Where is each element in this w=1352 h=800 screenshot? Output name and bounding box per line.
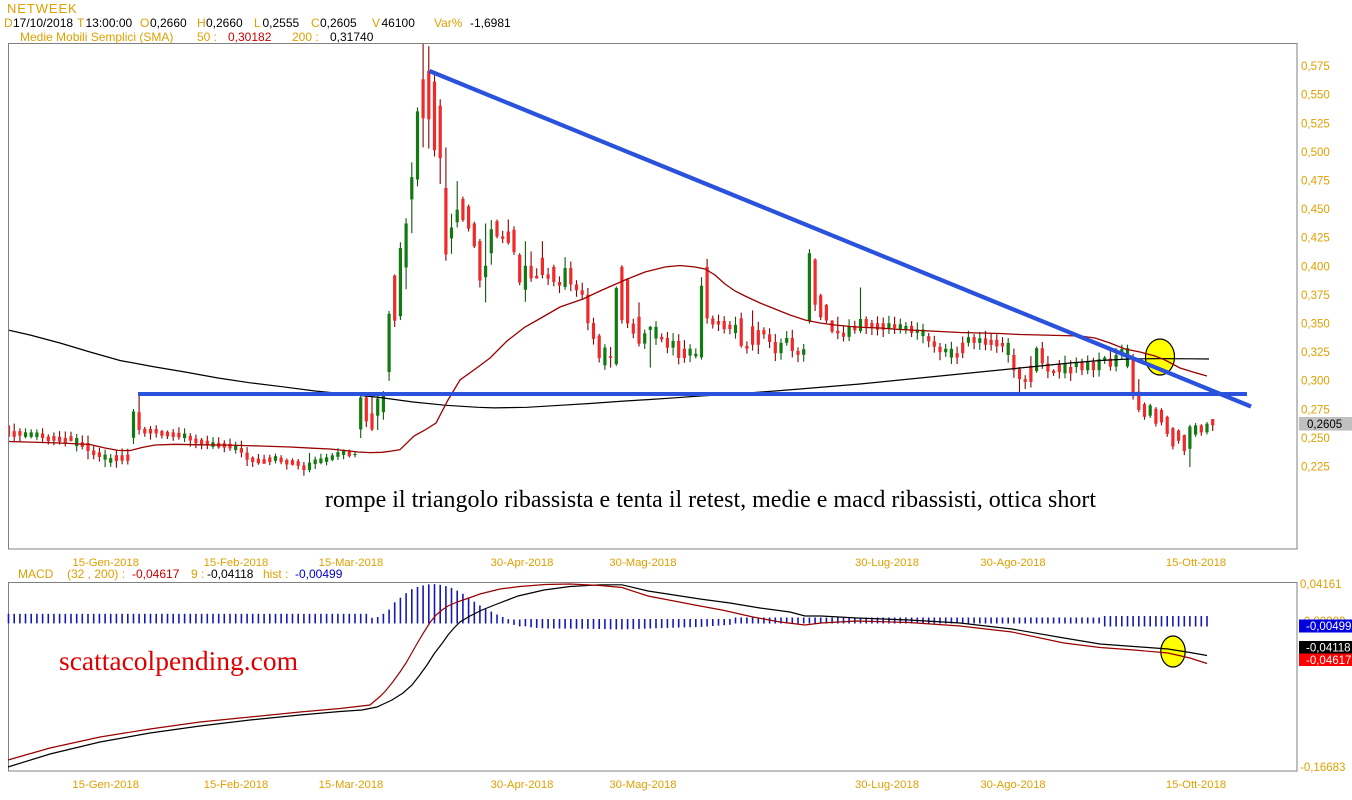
svg-text:0,275: 0,275 <box>1301 404 1330 416</box>
svg-text:46100: 46100 <box>382 16 416 30</box>
svg-text:0,350: 0,350 <box>1301 319 1330 331</box>
svg-text:13:00:00: 13:00:00 <box>86 16 133 30</box>
svg-text:H: H <box>197 16 206 30</box>
svg-text:0,250: 0,250 <box>1301 433 1330 445</box>
svg-text:-0,04118: -0,04118 <box>1306 643 1351 655</box>
svg-text:15-Ott-2018: 15-Ott-2018 <box>1166 557 1226 569</box>
svg-text:0,04161: 0,04161 <box>1300 579 1342 591</box>
svg-text:NETWEEK: NETWEEK <box>7 1 78 16</box>
svg-text:17/10/2018: 17/10/2018 <box>13 16 73 30</box>
svg-text:D: D <box>4 16 13 30</box>
svg-text:-0,04617: -0,04617 <box>132 567 180 581</box>
svg-text:9 :: 9 : <box>191 567 204 581</box>
svg-text:0,500: 0,500 <box>1301 147 1330 159</box>
svg-text:0,525: 0,525 <box>1301 118 1330 130</box>
svg-text:-0,04118: -0,04118 <box>207 567 254 581</box>
svg-text:50 :: 50 : <box>197 30 217 44</box>
svg-text:0,31740: 0,31740 <box>330 30 374 44</box>
svg-text:30-Lug-2018: 30-Lug-2018 <box>855 557 919 569</box>
svg-text:0,2555: 0,2555 <box>263 16 300 30</box>
svg-text:C: C <box>311 16 320 30</box>
svg-text:T: T <box>77 16 85 30</box>
svg-text:0,225: 0,225 <box>1301 462 1330 474</box>
svg-text:0,425: 0,425 <box>1301 233 1330 245</box>
svg-text:30-Apr-2018: 30-Apr-2018 <box>491 557 554 569</box>
svg-text:30-Apr-2018: 30-Apr-2018 <box>491 779 554 791</box>
svg-text:30-Mag-2018: 30-Mag-2018 <box>609 557 676 569</box>
svg-text:MACD: MACD <box>18 567 54 581</box>
svg-text:200 :: 200 : <box>292 30 319 44</box>
svg-text:0,2660: 0,2660 <box>206 16 243 30</box>
svg-text:scattacolpending.com: scattacolpending.com <box>59 645 298 676</box>
svg-text:15-Gen-2018: 15-Gen-2018 <box>72 557 139 569</box>
svg-text:0,2605: 0,2605 <box>1307 419 1342 431</box>
svg-text:L: L <box>254 16 261 30</box>
svg-text:-0,00499: -0,00499 <box>295 567 343 581</box>
svg-text:0,2605: 0,2605 <box>320 16 357 30</box>
svg-text:0,375: 0,375 <box>1301 290 1330 302</box>
svg-text:(32 , 200) :: (32 , 200) : <box>67 567 125 581</box>
svg-text:30-Ago-2018: 30-Ago-2018 <box>980 779 1045 791</box>
svg-text:Var%: Var% <box>434 16 463 30</box>
svg-text:15-Feb-2018: 15-Feb-2018 <box>204 779 269 791</box>
svg-text:30-Lug-2018: 30-Lug-2018 <box>855 779 919 791</box>
svg-text:-1,6981: -1,6981 <box>470 16 511 30</box>
svg-text:hist :: hist : <box>263 567 288 581</box>
svg-text:0,550: 0,550 <box>1301 90 1330 102</box>
svg-text:15-Gen-2018: 15-Gen-2018 <box>72 779 139 791</box>
svg-text:30-Ago-2018: 30-Ago-2018 <box>980 557 1045 569</box>
svg-text:0,450: 0,450 <box>1301 204 1330 216</box>
svg-text:15-Ott-2018: 15-Ott-2018 <box>1166 779 1226 791</box>
svg-text:-0,04617: -0,04617 <box>1306 655 1351 667</box>
svg-text:V: V <box>372 16 380 30</box>
svg-text:-0,16683: -0,16683 <box>1300 762 1345 774</box>
svg-text:0,475: 0,475 <box>1301 176 1330 188</box>
svg-text:rompe il triangolo ribassista: rompe il triangolo ribassista e tenta il… <box>325 487 1096 513</box>
svg-text:0,300: 0,300 <box>1301 376 1330 388</box>
svg-text:0,2660: 0,2660 <box>150 16 187 30</box>
svg-text:0,575: 0,575 <box>1301 61 1330 73</box>
svg-text:O: O <box>140 16 149 30</box>
svg-text:Medie Mobili Semplici (SMA): Medie Mobili Semplici (SMA) <box>20 30 173 44</box>
svg-text:30-Mag-2018: 30-Mag-2018 <box>609 779 676 791</box>
svg-text:0,400: 0,400 <box>1301 261 1330 273</box>
svg-text:-0,00499: -0,00499 <box>1306 621 1351 633</box>
svg-text:15-Mar-2018: 15-Mar-2018 <box>319 557 384 569</box>
svg-text:15-Mar-2018: 15-Mar-2018 <box>319 779 384 791</box>
svg-text:0,30182: 0,30182 <box>228 30 272 44</box>
svg-text:15-Feb-2018: 15-Feb-2018 <box>204 557 269 569</box>
svg-text:0,325: 0,325 <box>1301 347 1330 359</box>
